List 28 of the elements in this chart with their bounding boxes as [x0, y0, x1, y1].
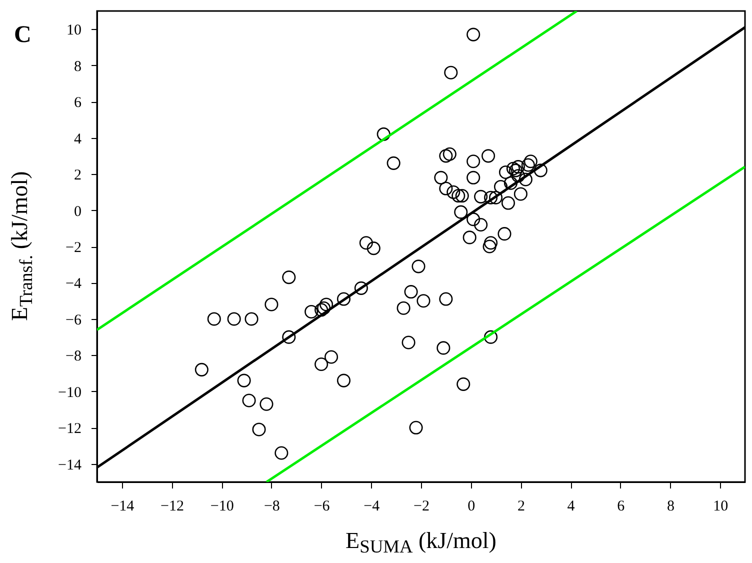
x-tick-label: 8: [666, 498, 674, 514]
x-tick-label: −14: [110, 498, 135, 514]
y-tick-label: −2: [66, 240, 82, 256]
y-tick-label: −4: [66, 276, 82, 292]
y-tick-label: −10: [58, 384, 82, 401]
x-axis-title: E$_{SUMA}$ (kJ/mol): [346, 528, 496, 558]
x-tick-label: −12: [160, 498, 184, 514]
y-tick-label: −12: [58, 421, 82, 438]
y-tick-label: 4: [74, 131, 82, 148]
y-tick-label: 10: [66, 22, 82, 39]
y-tick-label: 6: [74, 95, 82, 112]
x-tick-label: −6: [314, 498, 330, 514]
x-tick-label: 4: [567, 498, 576, 514]
y-tick-label: −8: [66, 348, 82, 365]
chart-title: C: [14, 22, 32, 49]
x-tick-label: 6: [617, 498, 626, 514]
y-tick-label: 0: [74, 204, 82, 220]
y-tick-label: 8: [74, 58, 82, 75]
y-tick-label: −14: [58, 457, 82, 474]
x-tick-label: 0: [468, 498, 476, 514]
y-tick-label: −6: [66, 312, 82, 328]
x-tick-label: −8: [264, 498, 280, 514]
x-tick-label: 10: [713, 498, 728, 514]
x-tick-label: 2: [517, 498, 525, 514]
x-tick-label: −10: [210, 498, 234, 514]
x-tick-label: −2: [414, 498, 430, 514]
y-tick-label: 2: [74, 168, 82, 184]
x-tick-label: −4: [364, 498, 380, 514]
